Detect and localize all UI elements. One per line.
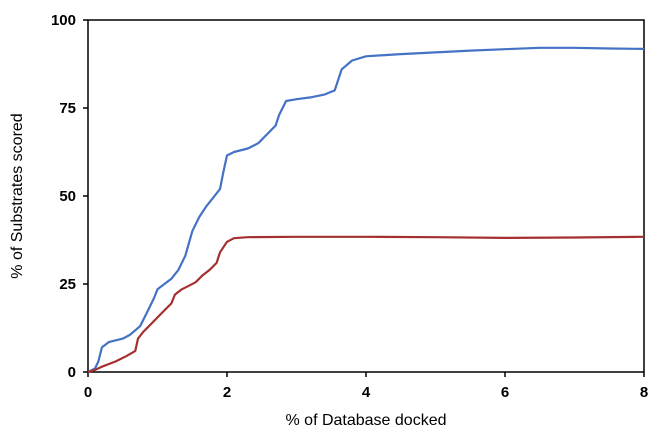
y-axis-ticks: 0 25 50 75 100 [51,12,88,381]
series-lines [87,46,645,374]
y-axis-title: % of Substrates scored [9,113,26,278]
y-tick-label: 50 [59,188,76,205]
y-tick-label: 25 [59,276,76,293]
x-tick-label: 4 [362,384,371,401]
x-tick-label: 0 [84,384,92,401]
series-line-1 [87,46,645,373]
y-tick-label: 0 [68,364,76,381]
y-tick-label: 75 [59,100,76,117]
x-axis-ticks: 0 2 4 6 8 [84,372,648,401]
plot-area [87,19,645,373]
series-line-2 [87,235,645,374]
x-tick-label: 6 [501,384,509,401]
x-tick-label: 8 [640,384,648,401]
x-axis-title: % of Database docked [286,412,447,429]
y-tick-label: 100 [51,12,76,29]
x-tick-label: 2 [223,384,231,401]
